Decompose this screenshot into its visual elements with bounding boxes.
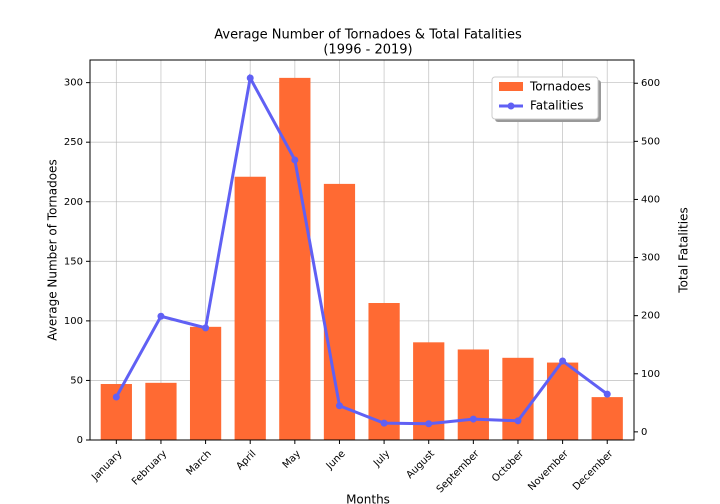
bar <box>100 384 132 440</box>
y-tick-label: 50 <box>70 375 83 386</box>
y-tick-label: 100 <box>64 316 83 327</box>
y2-tick-label: 500 <box>641 136 660 147</box>
point <box>202 324 210 332</box>
y-tick-label: 0 <box>77 435 83 446</box>
y2-tick-label: 300 <box>641 253 660 264</box>
bar <box>234 176 266 440</box>
bar <box>145 382 177 440</box>
point <box>335 402 343 410</box>
chart-title: Average Number of Tornadoes & Total Fata… <box>214 28 522 43</box>
y-tick-label: 300 <box>64 78 83 89</box>
bar <box>323 183 356 440</box>
chart-subtitle: (1996 - 2019) <box>323 43 412 58</box>
bar <box>189 326 222 440</box>
y2-tick-label: 100 <box>641 369 660 380</box>
y-tick-label: 150 <box>64 256 83 267</box>
legend-swatch <box>499 82 523 91</box>
point <box>291 156 299 164</box>
y-tick-label: 250 <box>64 137 83 148</box>
point <box>380 419 388 427</box>
line <box>115 73 609 426</box>
y2-tick-label: 200 <box>641 311 660 322</box>
y-tick-label: 200 <box>64 197 83 208</box>
point <box>559 357 567 365</box>
point <box>469 415 477 423</box>
point <box>425 420 433 428</box>
y2-tick-label: 400 <box>641 194 660 205</box>
bar <box>457 349 489 440</box>
point <box>514 417 522 425</box>
bar <box>279 77 311 440</box>
bar <box>591 397 623 440</box>
legend-label: Tornadoes <box>529 80 591 94</box>
x-axis-label: Months <box>346 493 390 504</box>
point <box>112 393 120 401</box>
legend-marker <box>507 102 515 110</box>
legend: Tornadoes Fatalities <box>491 76 601 122</box>
bar <box>368 303 400 440</box>
y2-tick-label: 0 <box>641 427 647 438</box>
point <box>603 390 611 398</box>
y-axis-label: Average Number of Tornadoes <box>46 159 60 340</box>
point <box>246 74 254 82</box>
y2-axis-label: Total Fatalities <box>677 207 691 293</box>
y2-tick-label: 600 <box>641 78 660 89</box>
bar <box>502 357 534 440</box>
point <box>157 312 165 320</box>
legend-label: Fatalities <box>530 99 584 113</box>
plot-frame <box>89 59 635 441</box>
